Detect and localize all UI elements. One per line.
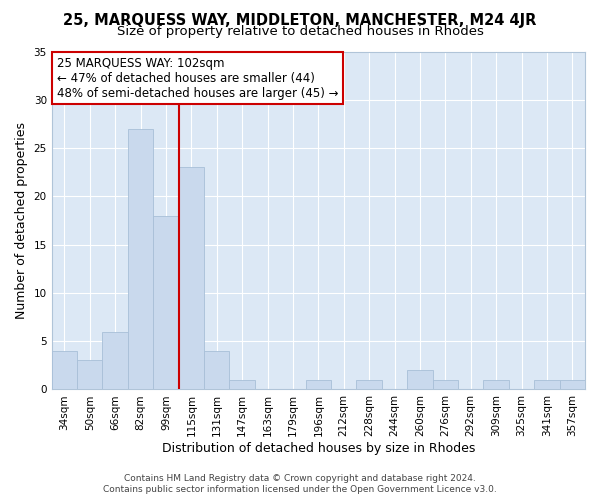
- Text: Size of property relative to detached houses in Rhodes: Size of property relative to detached ho…: [116, 25, 484, 38]
- Text: Contains HM Land Registry data © Crown copyright and database right 2024.
Contai: Contains HM Land Registry data © Crown c…: [103, 474, 497, 494]
- Bar: [179, 168, 204, 390]
- Bar: [433, 380, 458, 390]
- Bar: [103, 332, 128, 390]
- Bar: [560, 380, 585, 390]
- Bar: [534, 380, 560, 390]
- Bar: [407, 370, 433, 390]
- Bar: [229, 380, 255, 390]
- Bar: [128, 128, 153, 390]
- Y-axis label: Number of detached properties: Number of detached properties: [15, 122, 28, 319]
- Bar: [77, 360, 103, 390]
- Bar: [305, 380, 331, 390]
- Bar: [153, 216, 179, 390]
- X-axis label: Distribution of detached houses by size in Rhodes: Distribution of detached houses by size …: [161, 442, 475, 455]
- Text: 25 MARQUESS WAY: 102sqm
← 47% of detached houses are smaller (44)
48% of semi-de: 25 MARQUESS WAY: 102sqm ← 47% of detache…: [57, 56, 338, 100]
- Text: 25, MARQUESS WAY, MIDDLETON, MANCHESTER, M24 4JR: 25, MARQUESS WAY, MIDDLETON, MANCHESTER,…: [64, 12, 536, 28]
- Bar: [204, 351, 229, 390]
- Bar: [356, 380, 382, 390]
- Bar: [52, 351, 77, 390]
- Bar: [484, 380, 509, 390]
